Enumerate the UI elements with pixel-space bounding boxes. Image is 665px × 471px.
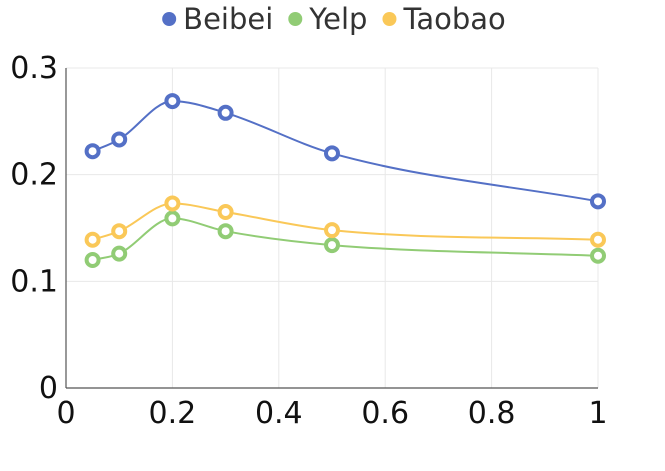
data-point-yelp[interactable] [84, 252, 101, 268]
x-tick-label: 0.8 [468, 396, 516, 431]
legend: Beibei Yelp Taobao [162, 2, 506, 36]
data-point-beibei[interactable] [84, 143, 101, 160]
data-point-beibei[interactable] [324, 145, 340, 162]
x-tick-label: 0.6 [361, 396, 409, 431]
series-lines [92, 100, 599, 261]
data-point-yelp[interactable] [590, 247, 606, 264]
data-point-yelp[interactable] [217, 223, 234, 240]
data-point-taobao[interactable] [324, 222, 340, 239]
legend-label-yelp: Yelp [308, 2, 367, 36]
series-points [84, 93, 606, 268]
data-point-beibei[interactable] [111, 131, 128, 148]
legend-marker-yelp [288, 12, 303, 26]
x-tick-label: 0 [56, 396, 75, 431]
data-point-yelp[interactable] [111, 245, 128, 262]
y-tick-label: 0.3 [10, 51, 58, 86]
data-point-taobao[interactable] [217, 204, 234, 220]
data-point-beibei[interactable] [217, 104, 234, 121]
legend-marker-beibei [162, 12, 177, 26]
data-point-taobao[interactable] [590, 231, 606, 248]
legend-item-yelp[interactable]: Yelp [288, 2, 367, 36]
legend-label-beibei: Beibei [183, 2, 273, 36]
data-point-yelp[interactable] [164, 210, 181, 227]
y-tick-label: 0.2 [10, 158, 58, 193]
data-point-beibei[interactable] [590, 193, 606, 210]
data-point-taobao[interactable] [111, 223, 128, 240]
series-line-beibei [92, 100, 599, 203]
y-tick-label: 0.1 [10, 264, 58, 299]
legend-marker-taobao [382, 12, 397, 26]
legend-item-beibei[interactable]: Beibei [162, 2, 273, 36]
x-tick-label: 0.4 [255, 396, 303, 431]
axes [65, 68, 598, 389]
data-point-taobao[interactable] [164, 195, 181, 212]
tick-labels: 0 0.2 0.4 0.6 0.8 1 0 0.1 0.2 0.3 [10, 51, 607, 431]
x-tick-label: 1 [588, 396, 607, 431]
data-point-yelp[interactable] [324, 237, 340, 254]
data-point-taobao[interactable] [84, 231, 101, 248]
legend-item-taobao[interactable]: Taobao [382, 2, 506, 36]
y-tick-label: 0 [39, 371, 58, 406]
legend-label-taobao: Taobao [402, 2, 505, 36]
x-tick-label: 0.2 [149, 396, 197, 431]
data-point-beibei[interactable] [164, 93, 181, 110]
grid-lines [66, 67, 599, 388]
